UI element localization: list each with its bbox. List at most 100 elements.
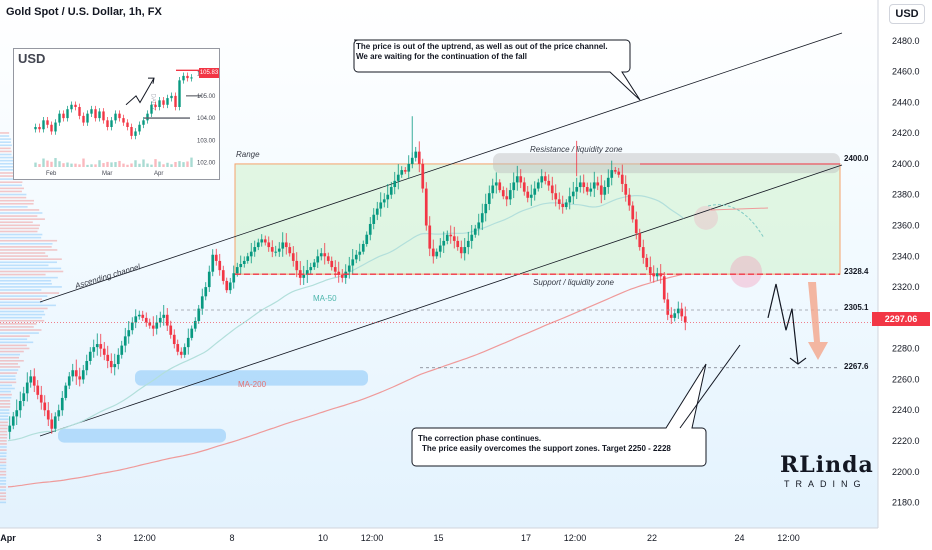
inset-price-tag: 105.83 bbox=[199, 68, 219, 78]
inset-volume-bar bbox=[122, 163, 125, 167]
volume-profile-bar bbox=[0, 156, 14, 159]
candle-body bbox=[134, 316, 138, 323]
top-callout-line1: The price is out of the uptrend, as well… bbox=[356, 42, 608, 51]
candle-body bbox=[494, 182, 498, 186]
volume-profile-bar bbox=[0, 141, 11, 143]
inset-volume-bar bbox=[118, 160, 121, 167]
top-callout: The price is out of the uptrend, as well… bbox=[356, 42, 622, 62]
candle-body bbox=[354, 254, 358, 260]
candle-body bbox=[242, 260, 246, 264]
inset-volume-bar bbox=[50, 161, 53, 167]
candle-body bbox=[459, 247, 463, 254]
volume-profile-bar bbox=[0, 452, 7, 454]
support-zone-label: Support / liquidity zone bbox=[533, 278, 614, 287]
volume-profile-bar bbox=[0, 159, 14, 162]
price-tick-label: 2400.0 bbox=[892, 159, 920, 169]
candle-body bbox=[358, 251, 362, 255]
candle-body bbox=[568, 196, 572, 203]
candle-body bbox=[46, 410, 50, 420]
time-axis[interactable]: Apr 3 12:00 8 10 12:00 15 17 12:00 22 24 12:00 bbox=[0, 533, 800, 543]
candle-body bbox=[88, 351, 92, 361]
volume-profile-bar bbox=[0, 187, 24, 190]
volume-profile-bar bbox=[0, 353, 20, 356]
candle-body bbox=[484, 203, 488, 214]
reversal-marker bbox=[730, 255, 762, 288]
candle-body bbox=[106, 354, 110, 361]
price-tick-label: 2460.0 bbox=[892, 67, 920, 77]
inset-candle-body bbox=[178, 80, 181, 107]
inset-symbol: USD bbox=[18, 51, 46, 66]
inset-volume-bar bbox=[134, 160, 137, 167]
volume-profile-bar bbox=[0, 233, 43, 236]
candle-body bbox=[617, 171, 621, 175]
volume-profile-bar bbox=[0, 298, 42, 301]
candle-body bbox=[18, 401, 22, 411]
inset-candle-body bbox=[162, 100, 165, 105]
candle-body bbox=[431, 248, 435, 257]
inset-candle-body bbox=[186, 75, 189, 79]
volume-profile-bar bbox=[0, 495, 7, 498]
candle-body bbox=[389, 187, 393, 195]
volume-profile-bar bbox=[0, 430, 8, 433]
volume-profile-bar bbox=[0, 378, 16, 381]
price-tick-label: 2360.0 bbox=[892, 221, 920, 231]
inset-candle-body bbox=[182, 75, 185, 81]
volume-profile-bar bbox=[0, 276, 58, 279]
candle-body bbox=[200, 296, 204, 309]
volume-profile-bar bbox=[0, 193, 27, 196]
volume-profile-bar bbox=[0, 252, 46, 254]
candle-body bbox=[655, 273, 659, 277]
inset-candle-body bbox=[166, 98, 169, 105]
volume-profile-bar bbox=[0, 283, 52, 285]
candle-body bbox=[232, 273, 236, 283]
bottom-callout-bubble bbox=[411, 363, 707, 467]
volume-profile-bar bbox=[0, 381, 17, 384]
price-axis[interactable]: 2480.0 2460.0 2440.0 2420.0 2400.0 2380.0 2360… bbox=[892, 36, 920, 508]
volume-profile-bar bbox=[0, 501, 7, 504]
candle-body bbox=[620, 174, 624, 184]
inset-candle-body bbox=[46, 120, 49, 125]
volume-profile-bar bbox=[0, 421, 8, 424]
volume-profile-bar bbox=[0, 480, 7, 482]
volume-profile-bar bbox=[0, 255, 49, 257]
candle-body bbox=[302, 274, 306, 278]
candle-body bbox=[403, 170, 407, 172]
candle-body bbox=[487, 193, 491, 204]
inset-candle-body bbox=[130, 127, 133, 136]
candle-body bbox=[400, 170, 404, 175]
candle-body bbox=[526, 191, 530, 198]
candle-body bbox=[36, 385, 40, 395]
candle-body bbox=[67, 376, 71, 386]
candle-body bbox=[491, 185, 495, 194]
candle-body bbox=[225, 280, 229, 291]
volume-profile-bar bbox=[0, 246, 52, 248]
support-level-label: 2328.4 bbox=[844, 267, 869, 276]
volume-profile-bar bbox=[0, 249, 58, 251]
candle-body bbox=[148, 322, 152, 326]
inset-candle-body bbox=[114, 113, 117, 121]
inset-volume-bar bbox=[54, 158, 57, 167]
candle-body bbox=[165, 314, 169, 326]
candle-body bbox=[466, 240, 470, 248]
inset-time-tick: Mar bbox=[102, 171, 112, 177]
currency-button[interactable]: USD bbox=[889, 4, 925, 24]
candle-body bbox=[463, 247, 467, 254]
inset-volume-bar bbox=[58, 161, 61, 167]
candle-body bbox=[190, 328, 194, 338]
candle-body bbox=[218, 260, 222, 271]
candle-body bbox=[540, 176, 544, 183]
inset-volume-bar bbox=[90, 164, 93, 167]
candle-body bbox=[221, 270, 225, 281]
volume-profile-bar bbox=[0, 242, 53, 245]
candle-body bbox=[529, 194, 533, 198]
volume-profile-bar bbox=[0, 289, 42, 291]
volume-profile-bar bbox=[0, 461, 7, 464]
volume-profile-bar bbox=[0, 162, 16, 165]
inset-volume-bar bbox=[46, 160, 49, 167]
candle-body bbox=[473, 228, 477, 235]
candle-body bbox=[309, 267, 313, 271]
candle-body bbox=[256, 242, 260, 248]
time-tick-label: 12:00 bbox=[361, 533, 384, 543]
volume-profile-bar bbox=[0, 307, 48, 310]
